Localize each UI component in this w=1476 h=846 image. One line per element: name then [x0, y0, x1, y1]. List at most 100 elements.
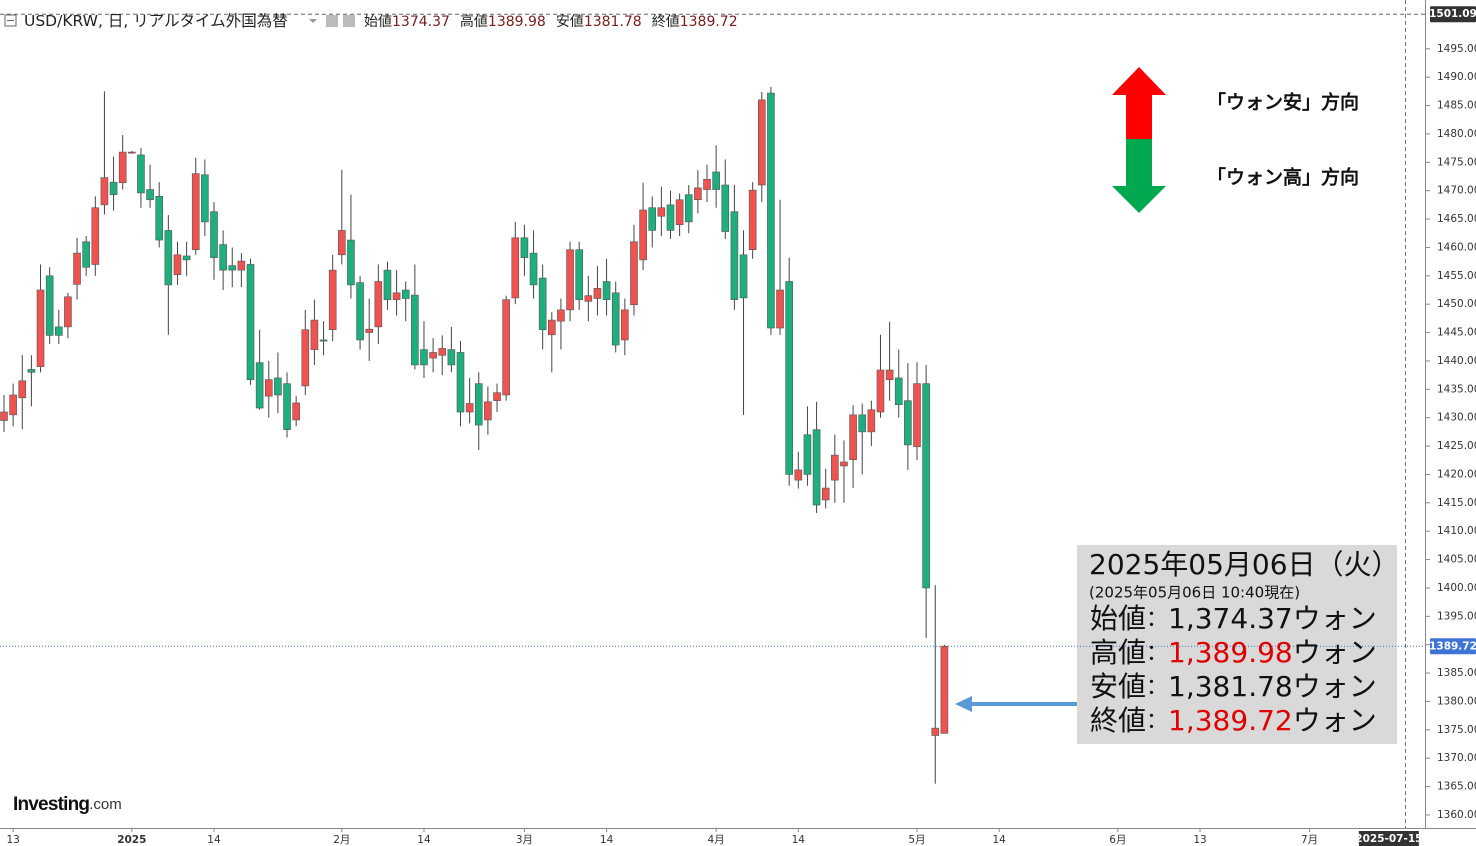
- candle-body: [73, 252, 81, 285]
- candle-body: [913, 383, 921, 447]
- y-tick-label: 1370.00: [1437, 752, 1476, 764]
- candle-body: [821, 487, 830, 501]
- candle-body: [201, 174, 209, 223]
- watermark-brand: Investing: [13, 794, 89, 815]
- y-tick-label: 1450.00: [1437, 298, 1476, 310]
- candle-body: [721, 184, 730, 232]
- candle-body: [575, 249, 583, 300]
- y-tick-label: 1480.00: [1437, 128, 1476, 140]
- candle-body: [429, 352, 437, 359]
- annotation-row: 始値：1,374.37ウォン: [1090, 602, 1377, 635]
- close-icon[interactable]: [343, 15, 355, 27]
- candle-body: [840, 461, 848, 467]
- candle-body: [210, 211, 218, 258]
- header-value: 1374.37: [392, 14, 450, 30]
- candle-body: [164, 230, 173, 286]
- x-highlight-box: [1358, 831, 1419, 846]
- y-tick-label: 1375.00: [1437, 724, 1476, 736]
- header-label: 安値: [556, 14, 584, 30]
- candle-body: [557, 309, 565, 322]
- header-values: 始値1374.37 高値1389.98 安値1381.78 終値1389.72: [364, 13, 738, 30]
- candle-body: [356, 282, 364, 341]
- candle-body: [611, 292, 620, 346]
- candle-body: [712, 171, 720, 190]
- up-arrow: [1112, 67, 1166, 139]
- candle-body: [191, 173, 200, 251]
- collapse-icon[interactable]: [4, 14, 17, 27]
- y-tick-label: 1485.00: [1437, 100, 1476, 112]
- candle-body: [739, 254, 748, 299]
- annotation-box: [1077, 545, 1397, 744]
- candle-body: [447, 349, 456, 366]
- header-value: 1381.78: [584, 14, 642, 30]
- candle-body: [675, 199, 684, 226]
- candle-body: [109, 181, 118, 195]
- candle-body: [767, 92, 775, 329]
- row-label: 終値: [1090, 704, 1146, 737]
- candle-body: [867, 409, 876, 433]
- x-tick-label: 13: [1193, 834, 1206, 846]
- x-tick-label: 2025-07-15: [1355, 833, 1422, 845]
- candle-body: [228, 265, 237, 271]
- candle-body: [0, 411, 8, 421]
- x-tick-label: 3月: [516, 834, 533, 846]
- candle-body: [657, 207, 666, 217]
- settings-icon[interactable]: [326, 15, 338, 27]
- candle-body: [566, 249, 574, 311]
- candle-body: [82, 241, 90, 268]
- candle-body: [219, 244, 227, 271]
- row-unit: ウォン: [1293, 636, 1377, 669]
- candle-body: [538, 277, 547, 331]
- candle-body: [776, 289, 784, 329]
- down-arrow: [1112, 139, 1166, 213]
- candle-body: [502, 299, 510, 396]
- price-marker-box: [1430, 6, 1476, 23]
- y-tick-label: 1410.00: [1437, 525, 1476, 537]
- price-marker-label: 1389.72: [1429, 640, 1476, 652]
- header-value: 1389.72: [680, 14, 738, 30]
- candle-body: [374, 281, 383, 328]
- candle-body: [474, 383, 483, 426]
- candle-body: [484, 401, 492, 421]
- candle-body: [283, 383, 291, 430]
- candle-body: [831, 454, 839, 481]
- candle-body: [465, 403, 474, 413]
- candle-body: [621, 309, 629, 341]
- x-tick-label: 14: [417, 834, 431, 846]
- candle-body: [876, 369, 885, 413]
- x-tick-label: 2025: [117, 834, 146, 846]
- row-unit: ウォン: [1293, 704, 1377, 737]
- row-value: 1,381.78: [1168, 670, 1293, 703]
- candle-body: [520, 237, 529, 258]
- candle-body: [794, 469, 803, 481]
- x-tick-label: 14: [792, 834, 806, 846]
- y-tick-label: 1395.00: [1437, 610, 1476, 622]
- candle-body: [237, 260, 246, 271]
- candle-body: [904, 400, 912, 446]
- dropdown-icon[interactable]: [309, 19, 317, 23]
- candle-body: [420, 349, 428, 366]
- header-title: USD/KRW, 日, リアルタイム外国為替: [24, 12, 288, 30]
- price-marker-label: 1501.09: [1429, 8, 1476, 20]
- x-tick-label: 14: [992, 834, 1006, 846]
- y-tick-label: 1475.00: [1437, 156, 1476, 168]
- candle-body: [401, 289, 410, 299]
- row-value: 1,389.72: [1168, 704, 1293, 737]
- y-tick-label: 1455.00: [1437, 270, 1476, 282]
- candle-body: [264, 379, 273, 397]
- candle-body: [493, 392, 501, 401]
- candle-body: [757, 99, 766, 186]
- candle-body: [18, 380, 27, 399]
- candle-body: [602, 281, 611, 300]
- x-tick-label: 5月: [908, 834, 925, 846]
- candle-body: [301, 329, 310, 387]
- candle-body: [785, 281, 793, 475]
- candle-body: [511, 237, 520, 299]
- candle-body: [182, 255, 191, 261]
- row-label: 始値: [1090, 602, 1146, 635]
- annotation-row: 安値：1,381.78ウォン: [1090, 670, 1377, 703]
- candle-body: [310, 319, 319, 350]
- candle-body: [274, 377, 282, 396]
- y-tick-label: 1490.00: [1437, 71, 1476, 83]
